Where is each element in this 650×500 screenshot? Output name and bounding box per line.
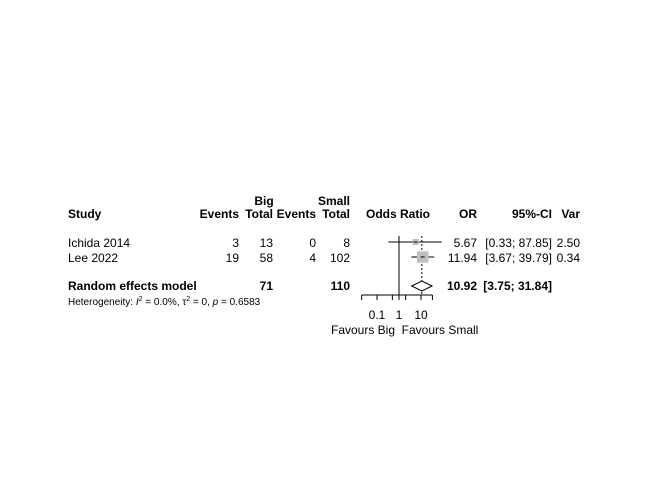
pooled-total-small: 110 [331, 279, 351, 293]
favours-right-label: Favours Small [402, 323, 479, 337]
favours-left-label: Favours Big [331, 323, 395, 337]
header-effect: Odds Ratio [366, 207, 430, 221]
header-group2: Small [318, 194, 350, 208]
study-name-1: Ichida 2014 [68, 236, 130, 250]
x-axis-tick-label-2: 1 [396, 308, 403, 322]
header-group1: Big [254, 194, 273, 208]
forest-marks: 0.1 1 10 [361, 236, 442, 322]
study-ci-1: [0.33; 87.85] [485, 236, 552, 250]
header-total-2: Total [322, 207, 350, 221]
x-axis-tick-label-3: 10 [414, 308, 428, 322]
pooled-total-big: 71 [260, 279, 274, 293]
pooled-name: Random effects model [68, 279, 197, 293]
x-axis-tick-label-1: 0.1 [369, 308, 386, 322]
study-total-small-1: 8 [343, 236, 350, 250]
header-study: Study [68, 207, 102, 221]
study-or-2: 11.94 [448, 251, 477, 265]
study-events-big-2: 19 [226, 251, 240, 265]
study-events-big-1: 3 [232, 236, 239, 250]
study-or-1: 5.67 [454, 236, 478, 250]
study-name-2: Lee 2022 [68, 251, 118, 265]
header-var: Var [561, 207, 580, 221]
pooled-diamond [410, 280, 434, 292]
header-or: OR [459, 207, 477, 221]
study-total-big-2: 58 [260, 251, 274, 265]
header-events-1: Events [200, 207, 240, 221]
study-events-small-1: 0 [309, 236, 316, 250]
pooled-ci: [3.75; 31.84] [483, 279, 552, 293]
study-var-2: 0.34 [557, 251, 581, 265]
study-total-small-2: 102 [330, 251, 350, 265]
study-ci-2: [3.67; 39.79] [485, 251, 552, 265]
header-ci: 95%-CI [512, 207, 552, 221]
pooled-or: 10.92 [447, 279, 477, 293]
header-events-2: Events [277, 207, 317, 221]
study-total-big-1: 13 [260, 236, 274, 250]
header-total-1: Total [245, 207, 273, 221]
study-var-1: 2.50 [557, 236, 581, 250]
study-events-small-2: 4 [309, 251, 316, 265]
heterogeneity-text: Heterogeneity: I2 = 0.0%, τ2 = 0, p = 0.… [68, 296, 261, 308]
